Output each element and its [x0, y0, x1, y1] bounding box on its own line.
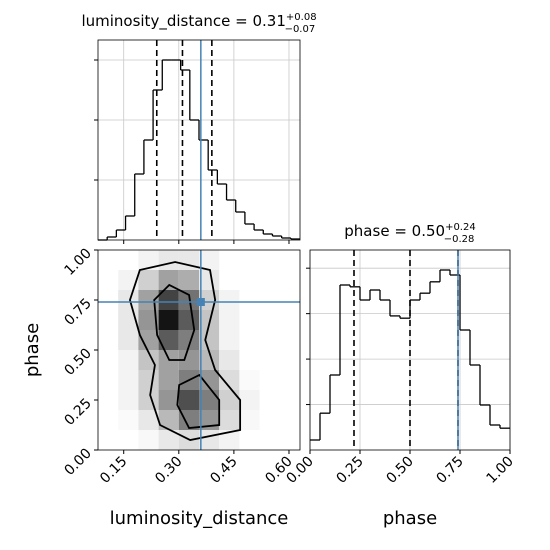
tick-label: 0.00: [61, 446, 94, 479]
density-cell: [138, 290, 159, 310]
tick-label: 0.50: [383, 454, 416, 487]
density-cell: [219, 390, 240, 410]
panel-frame: [97, 39, 301, 241]
density-cell: [178, 350, 199, 370]
truth-marker: [196, 298, 205, 306]
density-cell: [199, 310, 220, 330]
density-cell: [158, 310, 179, 330]
density-cell: [138, 430, 159, 450]
density-cell: [138, 390, 159, 410]
density-cell: [178, 290, 199, 310]
density-cell: [158, 430, 179, 450]
tick-label: 0.45: [207, 454, 240, 487]
density-cell: [219, 310, 240, 330]
density-cell: [219, 430, 240, 450]
tick-label: 1.00: [61, 246, 94, 279]
x-axis-label: phase: [383, 508, 437, 529]
density-cell: [158, 370, 179, 390]
contour: [129, 261, 242, 441]
density-cell: [178, 390, 199, 410]
density-cell: [219, 350, 240, 370]
title-eq: =: [230, 12, 252, 30]
title-part: 0.31: [253, 12, 286, 30]
density-cell: [118, 410, 139, 430]
density-cell: [219, 290, 240, 310]
tick-label: 0.25: [333, 454, 366, 487]
density-cell: [219, 410, 240, 430]
density-cell: [239, 410, 260, 430]
tick-label: 0.75: [61, 296, 94, 329]
title-part: +0.24: [445, 222, 476, 233]
title-part: 0.50: [412, 222, 445, 240]
density-cell: [118, 390, 139, 410]
title-part: −0.07: [285, 24, 316, 35]
density-cell: [178, 310, 199, 330]
density-cell: [199, 250, 220, 270]
density-cell: [138, 270, 159, 290]
density-cell: [158, 270, 179, 290]
density-cell: [118, 290, 139, 310]
density-cell: [158, 290, 179, 310]
x-axis-label: luminosity_distance: [110, 508, 289, 529]
tick-label: 0.15: [97, 454, 130, 487]
density-cell: [199, 370, 220, 390]
contour: [153, 283, 196, 361]
density-cell: [138, 250, 159, 270]
title-eq: =: [390, 222, 412, 240]
title-part: +0.08: [286, 12, 317, 23]
tick-label: 0.30: [152, 454, 185, 487]
density-cell: [158, 410, 179, 430]
tick-label: 0.50: [61, 346, 94, 379]
density-cell: [138, 370, 159, 390]
density-cell: [219, 330, 240, 350]
density-cell: [138, 350, 159, 370]
density-cell: [199, 270, 220, 290]
density-cell: [118, 350, 139, 370]
panel-title: luminosity_distance = 0.31+0.08 −0.07: [81, 12, 316, 35]
density-cell: [199, 430, 220, 450]
density-cell: [118, 270, 139, 290]
density-cell: [199, 330, 220, 350]
contour: [176, 373, 221, 429]
title-part: luminosity_distance: [81, 12, 230, 31]
title-part: phase: [344, 222, 389, 240]
density-cell: [178, 270, 199, 290]
density-cell: [239, 370, 260, 390]
density-cell: [158, 330, 179, 350]
density-cell: [178, 330, 199, 350]
density-cell: [138, 330, 159, 350]
density-cell: [158, 390, 179, 410]
tick-label: 1.00: [483, 454, 516, 487]
density-cell: [199, 390, 220, 410]
panel-frame: [97, 249, 301, 451]
tick-label: 0.75: [433, 454, 466, 487]
density-cell: [118, 330, 139, 350]
density-cell: [219, 370, 240, 390]
title-part: −0.28: [444, 234, 475, 245]
density-cell: [158, 250, 179, 270]
density-cell: [239, 390, 260, 410]
density-cell: [178, 250, 199, 270]
panel-frame: [309, 249, 511, 451]
y-axis-label: phase: [22, 323, 43, 377]
tick-label: 0.25: [61, 396, 94, 429]
density-cell: [138, 310, 159, 330]
density-cell: [178, 410, 199, 430]
density-cell: [118, 370, 139, 390]
panel-title: phase = 0.50+0.24 −0.28: [344, 222, 475, 245]
density-cell: [138, 410, 159, 430]
